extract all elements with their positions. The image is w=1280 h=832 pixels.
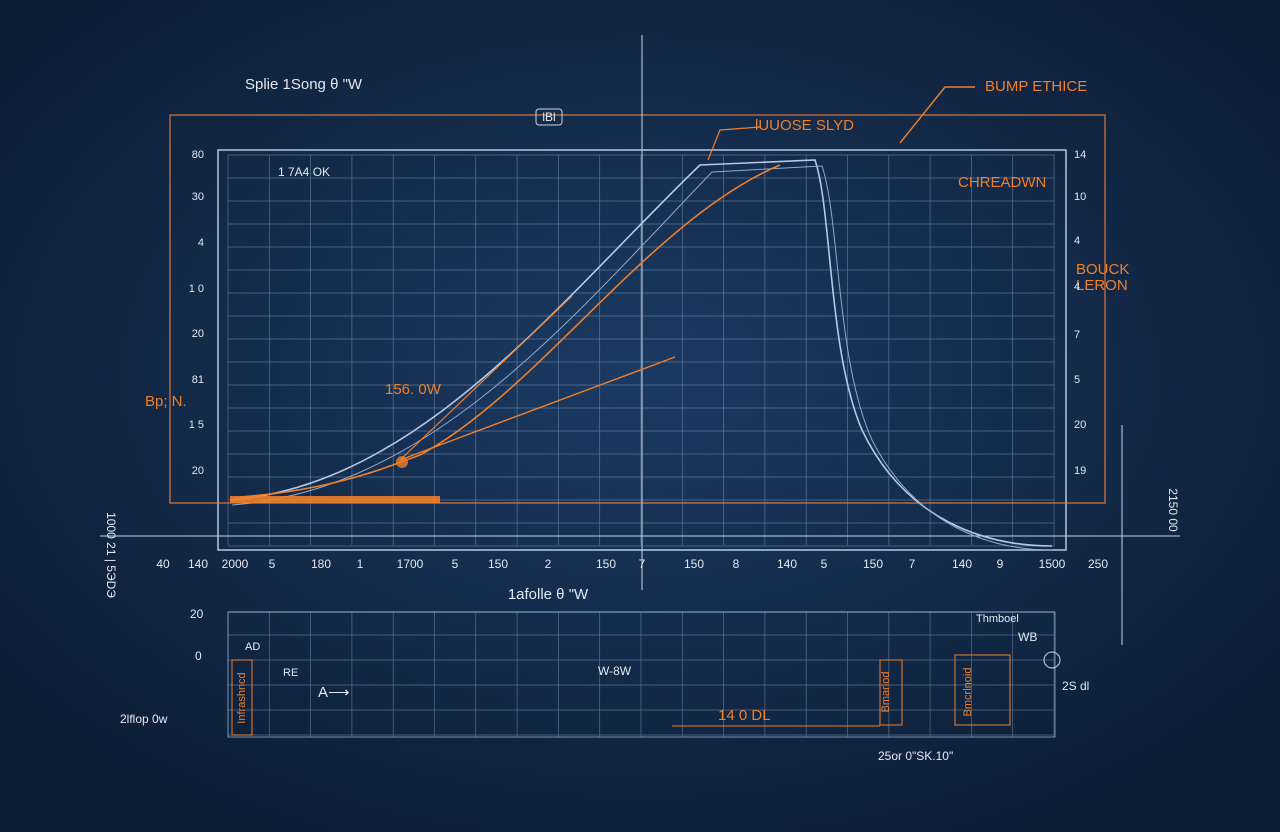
bottom-tick-label: 9 — [997, 557, 1004, 571]
callout: BOUCK — [1076, 261, 1129, 278]
callout: CHREADWN — [958, 174, 1046, 191]
bottom-tick-label: 180 — [311, 557, 331, 571]
vertical-label: Bmarlod — [880, 672, 892, 713]
lower-label: 0 — [195, 649, 202, 663]
lower-label: A⟶ — [318, 684, 350, 701]
bottom-tick-label: 7 — [639, 557, 646, 571]
lower-label: 20 — [190, 607, 204, 621]
vertical-label: Bmcrlnoid — [962, 668, 974, 717]
bottom-tick-label: 140 — [188, 557, 208, 571]
callout: lUUOSE SLYD — [755, 117, 854, 134]
left-tick-label: 30 — [192, 191, 204, 203]
left-tick-label: 1 0 — [189, 283, 204, 295]
inner-label: 1 7A4 OK — [278, 165, 330, 179]
right-tick-label: 14 — [1074, 149, 1086, 161]
callout: BUMP ETHICE — [985, 78, 1087, 95]
lower-label: AD — [245, 641, 260, 653]
right-tick-label: 5 — [1074, 374, 1080, 386]
callout: LERON — [1076, 277, 1128, 294]
vertical-label: Infrashncd — [236, 672, 248, 723]
bottom-tick-label: 150 — [488, 557, 508, 571]
left-tick-label: 20 — [192, 465, 204, 477]
side-label: 2150 00 — [1166, 488, 1180, 532]
lower-label: WB — [1018, 630, 1037, 644]
right-tick-label: 4 — [1074, 235, 1080, 247]
left-tick-label: 20 — [192, 328, 204, 340]
lower-label: 2lflop 0w — [120, 712, 168, 726]
x-title: 1afolle θ "W — [508, 586, 589, 603]
lower-label: Thmboel — [976, 613, 1019, 625]
side-label: 1000 21 | 5ЭDЭ — [104, 512, 118, 598]
left-tick-label: 1 5 — [189, 419, 204, 431]
lower-label: W-8W — [598, 664, 632, 678]
bottom-tick-label: 2 — [545, 557, 552, 571]
lower-label: 2S dl — [1062, 679, 1089, 693]
bottom-tick-label: 140 — [952, 557, 972, 571]
bottom-tick-label: 5 — [452, 557, 459, 571]
bottom-tick-label: 1500 — [1039, 557, 1066, 571]
callout: Bp; N. — [145, 393, 187, 410]
bottom-tick-label: 140 — [777, 557, 797, 571]
bottom-tick-label: 2000 — [222, 557, 249, 571]
bottom-tick-label: 1700 — [397, 557, 424, 571]
callout: 156. 0W — [385, 381, 442, 398]
bottom-tick-label: 5 — [269, 557, 276, 571]
bottom-tick-label: 150 — [596, 557, 616, 571]
right-tick-label: 19 — [1074, 465, 1086, 477]
left-tick-label: 80 — [192, 149, 204, 161]
left-tick-label: 81 — [192, 374, 204, 386]
bottom-tick-label: 1 — [357, 557, 364, 571]
right-tick-label: 20 — [1074, 419, 1086, 431]
title: Splie 1Song θ "W — [245, 76, 363, 93]
right-tick-label: 7 — [1074, 329, 1080, 341]
box-label: lBl — [542, 110, 555, 124]
bottom-tick-label: 5 — [821, 557, 828, 571]
lower-label: 25or 0"SK.10" — [878, 749, 953, 763]
right-tick-label: 4 — [1074, 281, 1080, 293]
bottom-tick-label: 8 — [733, 557, 740, 571]
bottom-tick-label: 150 — [684, 557, 704, 571]
right-tick-label: 10 — [1074, 191, 1086, 203]
bottom-tick-label: 7 — [909, 557, 916, 571]
bottom-tick-label: 40 — [156, 557, 170, 571]
bottom-tick-label: 250 — [1088, 557, 1108, 571]
lower-label: RE — [283, 667, 298, 679]
frame — [100, 35, 1180, 738]
lower-label: 14 0 DL — [718, 707, 771, 724]
left-tick-label: 4 — [198, 237, 204, 249]
bottom-tick-label: 150 — [863, 557, 883, 571]
